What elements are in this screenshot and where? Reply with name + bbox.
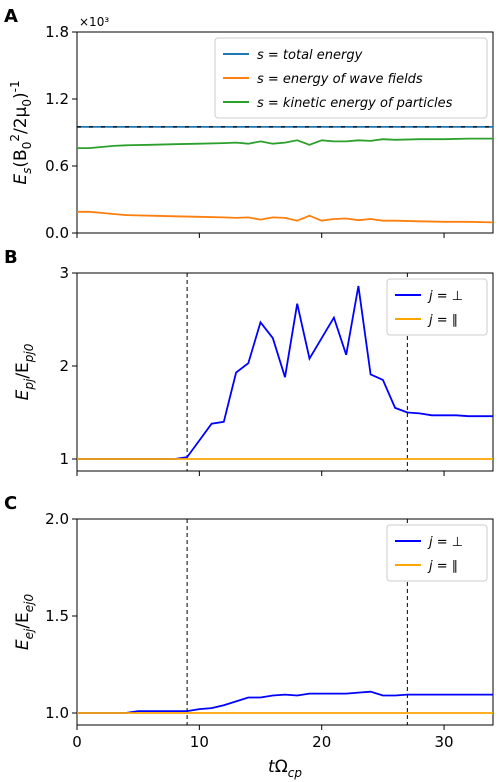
y-axis-label: Es(B02/2μ0)-1 bbox=[8, 80, 34, 184]
series-line bbox=[77, 210, 493, 224]
axes-frame bbox=[76, 272, 494, 472]
y-axis-label: Eej/Eej0 bbox=[13, 593, 36, 650]
panel-a: A 0.0 0.6 1.2 1.8 ×10³ Es(B02/2μ0)-1 s = total … bbox=[4, 6, 494, 242]
legend-entry: s = energy of wave fields bbox=[257, 72, 423, 87]
legend-entry: j = ∥ bbox=[427, 313, 458, 328]
series-line bbox=[77, 137, 493, 150]
axes-frame bbox=[76, 518, 494, 726]
legend-entry: j = ⊥ bbox=[427, 289, 463, 304]
legend-box bbox=[214, 37, 488, 119]
legend-entry: s = kinetic energy of particles bbox=[257, 96, 453, 111]
series-line bbox=[77, 285, 493, 460]
y-tick-label: 0.0 bbox=[45, 224, 69, 242]
y-tick-label: 1.2 bbox=[45, 90, 69, 108]
panel-label: B bbox=[4, 247, 18, 268]
legend: j = ⊥ j = ∥ bbox=[386, 278, 488, 336]
y-axis-label: Epj/Epj0 bbox=[13, 343, 36, 400]
y-tick-label: 1.5 bbox=[45, 607, 69, 625]
panel-label: A bbox=[4, 6, 18, 27]
legend-entry: j = ∥ bbox=[427, 559, 458, 574]
panel-c: C 1.0 1.5 2.0 0 10 20 30 Eej/Eej0 j = ⊥ j = ∥ tΩcp bbox=[4, 493, 494, 780]
y-multiplier: ×10³ bbox=[79, 15, 109, 29]
y-tick-label: 2 bbox=[59, 357, 69, 375]
legend-box bbox=[386, 524, 488, 582]
legend-box bbox=[386, 278, 488, 336]
y-tick-label: 1.0 bbox=[45, 704, 69, 722]
legend: s = total energy s = energy of wave field… bbox=[214, 37, 488, 119]
y-tick-label: 1.8 bbox=[45, 23, 69, 41]
axes-frame bbox=[76, 31, 494, 234]
legend-entry: j = ⊥ bbox=[427, 535, 463, 550]
panel-b: B 1 2 3 Epj/Epj0 j = ⊥ j = ∥ bbox=[4, 247, 494, 476]
legend-entry: s = total energy bbox=[257, 48, 363, 63]
y-tick-label: 1 bbox=[59, 450, 69, 468]
panel-label: C bbox=[4, 493, 17, 514]
x-axis-label: tΩcp bbox=[268, 757, 302, 780]
series-line bbox=[77, 690, 493, 714]
y-tick-label: 2.0 bbox=[45, 510, 69, 528]
y-tick-label: 0.6 bbox=[45, 157, 69, 175]
x-tick-label: 10 bbox=[190, 733, 209, 751]
legend: j = ⊥ j = ∥ bbox=[386, 524, 488, 582]
x-tick-label: 0 bbox=[72, 733, 82, 751]
y-tick-label: 3 bbox=[59, 264, 69, 282]
x-tick-label: 30 bbox=[435, 733, 454, 751]
x-tick-label: 20 bbox=[312, 733, 331, 751]
